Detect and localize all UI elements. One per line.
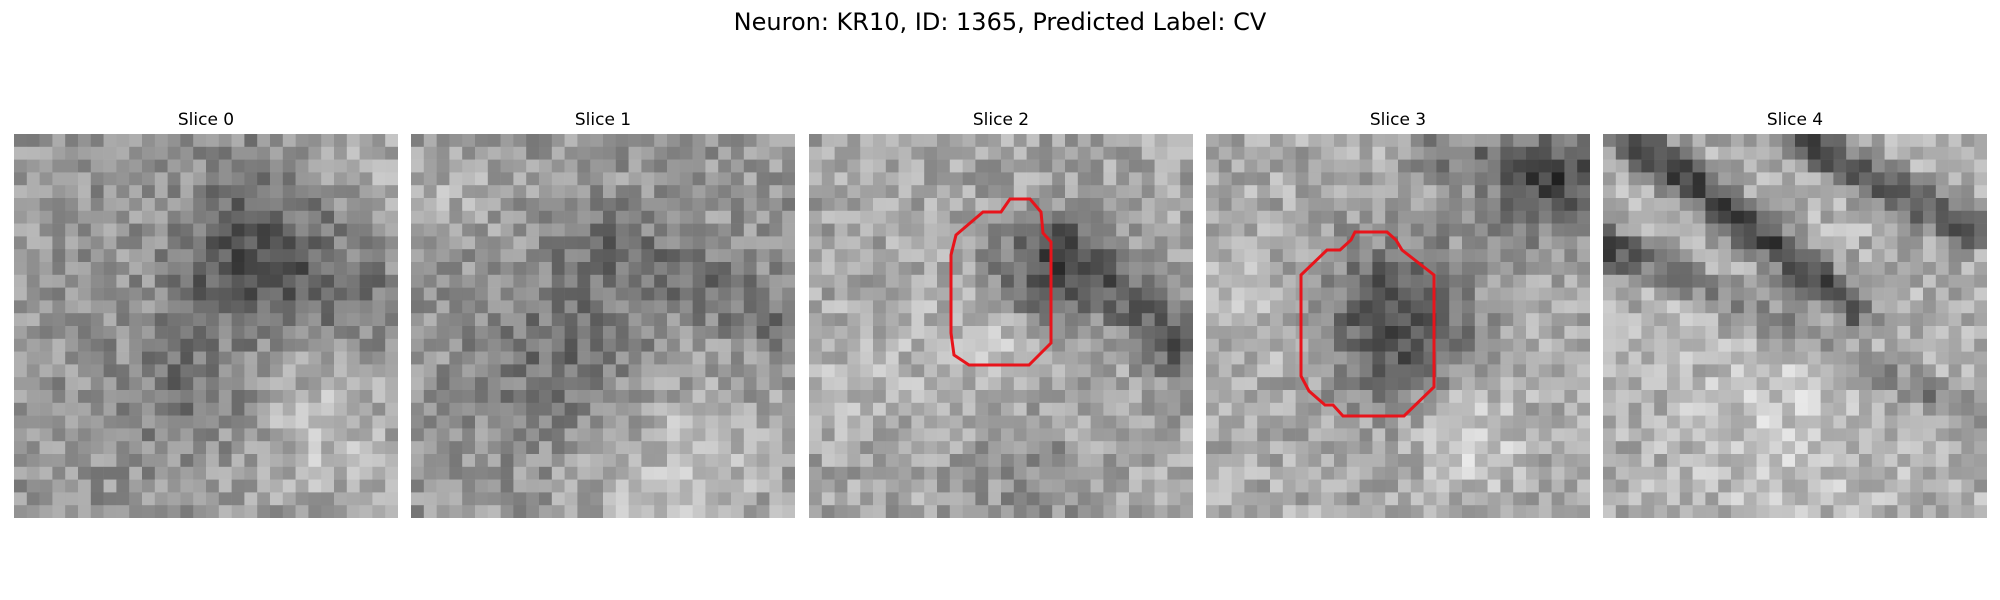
segmentation-contour [949,197,1053,367]
slice-title: Slice 0 [177,110,235,130]
slice-image-3 [1206,134,1590,518]
slice-panel-1: Slice 1 [411,108,795,518]
slice-panel-0: Slice 0 [14,108,398,518]
figure-title: Neuron: KR10, ID: 1365, Predicted Label:… [733,8,1267,36]
slice-title: Slice 4 [1766,110,1824,130]
slice-image-1 [411,134,795,518]
segmentation-contour [1299,230,1436,418]
slice-image-4 [1603,134,1987,518]
slice-title: Slice 1 [574,110,632,130]
slice-image-0 [14,134,398,518]
slice-title: Slice 2 [972,110,1030,130]
slice-image-2 [809,134,1193,518]
slice-panel-2: Slice 2 [809,108,1193,518]
slice-panel-3: Slice 3 [1206,108,1590,518]
slice-title: Slice 3 [1369,110,1427,130]
slice-panel-4: Slice 4 [1603,108,1987,518]
